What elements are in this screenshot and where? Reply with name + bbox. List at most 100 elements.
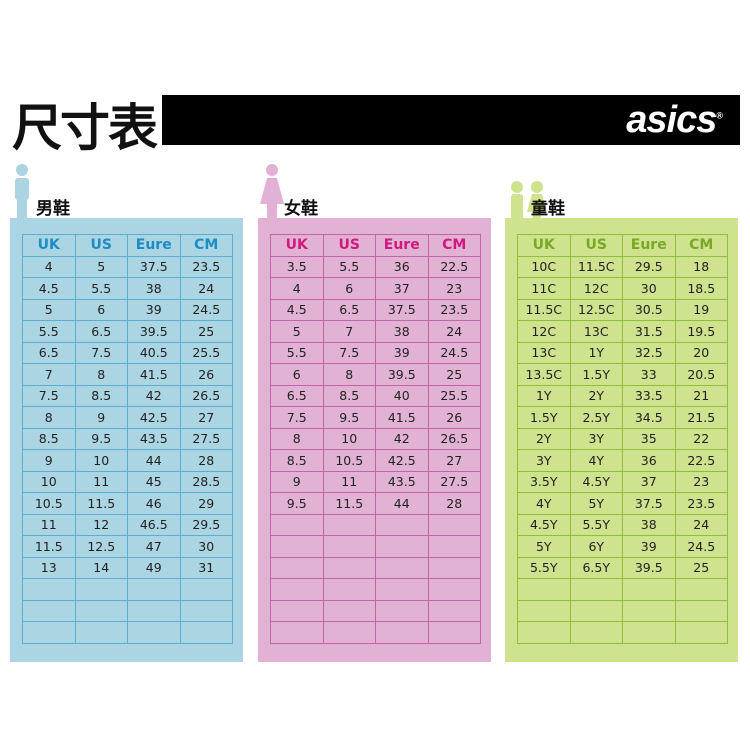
size-cell xyxy=(375,535,429,558)
column-header-cm: CM xyxy=(427,234,481,257)
size-cell: 10.5 xyxy=(22,492,76,515)
size-row: 13.5C 1.5Y 33 20.5 xyxy=(517,363,728,386)
size-cell xyxy=(127,621,181,644)
size-cell xyxy=(74,599,128,622)
asics-logo: asics® xyxy=(626,99,723,141)
size-cell: 25.5 xyxy=(179,341,233,364)
size-cell xyxy=(517,599,571,622)
size-cell: 8 xyxy=(270,427,324,450)
size-cell xyxy=(22,621,76,644)
size-cell xyxy=(74,578,128,601)
size-cell: 2.5Y xyxy=(569,406,623,429)
column-header-cm: CM xyxy=(674,234,728,257)
size-cell xyxy=(517,621,571,644)
size-row: 4 6 37 23 xyxy=(270,277,481,300)
size-cell: 27 xyxy=(427,449,481,472)
size-cell: 6.5 xyxy=(322,298,376,321)
size-cell: 49 xyxy=(127,556,181,579)
empty-row xyxy=(517,621,728,644)
size-cell: 41.5 xyxy=(127,363,181,386)
size-cell: 39 xyxy=(375,341,429,364)
size-cell: 4.5Y xyxy=(517,513,571,536)
size-cell: 13 xyxy=(22,556,76,579)
size-cell xyxy=(179,621,233,644)
size-cell xyxy=(270,535,324,558)
empty-row xyxy=(22,621,233,644)
size-row: 5.5 7.5 39 24.5 xyxy=(270,341,481,364)
size-cell: 20 xyxy=(674,341,728,364)
size-cell: 45 xyxy=(127,470,181,493)
size-cell: 24 xyxy=(674,513,728,536)
size-cell: 22 xyxy=(674,427,728,450)
size-row: 7 8 41.5 26 xyxy=(22,363,233,386)
size-cell xyxy=(22,599,76,622)
size-cell: 6.5 xyxy=(22,341,76,364)
size-cell: 24.5 xyxy=(674,535,728,558)
size-cell: 4.5 xyxy=(22,277,76,300)
size-cell: 4.5 xyxy=(270,298,324,321)
size-row: 4.5 6.5 37.5 23.5 xyxy=(270,298,481,321)
empty-row xyxy=(270,556,481,579)
column-header-uk: UK xyxy=(517,234,571,257)
size-cell: 37.5 xyxy=(622,492,676,515)
size-cell: 5.5 xyxy=(322,255,376,278)
empty-row xyxy=(270,621,481,644)
size-cell: 23.5 xyxy=(674,492,728,515)
size-cell: 25.5 xyxy=(427,384,481,407)
size-cell: 5 xyxy=(270,320,324,343)
size-cell: 8.5 xyxy=(74,384,128,407)
size-row: 13C 1Y 32.5 20 xyxy=(517,341,728,364)
size-cell: 6 xyxy=(74,298,128,321)
size-cell: 38 xyxy=(375,320,429,343)
size-cell: 11 xyxy=(74,470,128,493)
size-cell: 6Y xyxy=(569,535,623,558)
size-row: 10.5 11.5 46 29 xyxy=(22,492,233,515)
size-cell: 7 xyxy=(322,320,376,343)
size-cell: 18.5 xyxy=(674,277,728,300)
size-cell: 39.5 xyxy=(375,363,429,386)
size-cell: 28 xyxy=(427,492,481,515)
size-cell xyxy=(569,621,623,644)
size-cell: 5.5Y xyxy=(569,513,623,536)
size-cell: 5Y xyxy=(569,492,623,515)
size-cell: 25 xyxy=(674,556,728,579)
size-cell xyxy=(622,599,676,622)
size-cell xyxy=(375,556,429,579)
size-cell: 39 xyxy=(622,535,676,558)
size-cell xyxy=(427,621,481,644)
size-cell: 31 xyxy=(179,556,233,579)
women-label: 女鞋 xyxy=(284,199,318,219)
size-cell: 11.5 xyxy=(322,492,376,515)
size-cell: 1Y xyxy=(517,384,571,407)
page-title: 尺寸表 xyxy=(12,99,158,157)
size-cell: 23 xyxy=(427,277,481,300)
size-cell xyxy=(74,621,128,644)
size-cell: 38 xyxy=(622,513,676,536)
size-cell: 9.5 xyxy=(322,406,376,429)
size-row: 3Y 4Y 36 22.5 xyxy=(517,449,728,472)
empty-row xyxy=(517,578,728,601)
size-cell: 10 xyxy=(74,449,128,472)
children-icon xyxy=(511,181,547,220)
column-header-us: US xyxy=(322,234,376,257)
size-cell xyxy=(127,578,181,601)
size-cell: 30 xyxy=(622,277,676,300)
size-cell: 6 xyxy=(322,277,376,300)
size-cell: 28.5 xyxy=(179,470,233,493)
size-row: 7.5 9.5 41.5 26 xyxy=(270,406,481,429)
size-cell: 37 xyxy=(375,277,429,300)
size-cell xyxy=(322,578,376,601)
size-cell xyxy=(569,578,623,601)
size-cell: 27 xyxy=(179,406,233,429)
size-cell: 8.5 xyxy=(22,427,76,450)
kids-size-panel: 童鞋 UK US Eure CM 10C 11.5C 29.5 18 11C 12C 30 18.5 1… xyxy=(505,181,738,662)
size-cell xyxy=(270,621,324,644)
size-cell: 4Y xyxy=(517,492,571,515)
size-row: 10C 11.5C 29.5 18 xyxy=(517,255,728,278)
size-cell: 9.5 xyxy=(74,427,128,450)
size-cell xyxy=(270,513,324,536)
size-row: 9.5 11.5 44 28 xyxy=(270,492,481,515)
size-cell: 12.5C xyxy=(569,298,623,321)
size-cell: 1Y xyxy=(569,341,623,364)
size-cell: 27.5 xyxy=(427,470,481,493)
